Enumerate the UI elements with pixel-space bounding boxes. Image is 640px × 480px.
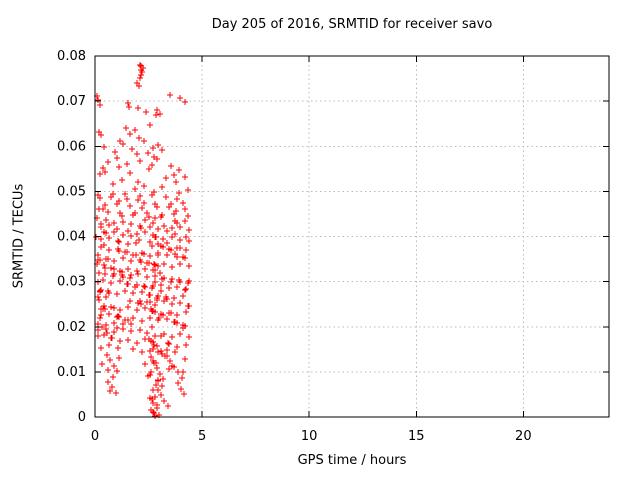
y-tick-label: 0.01: [57, 365, 86, 380]
y-tick-label: 0.08: [57, 49, 86, 64]
y-tick-label: 0.05: [57, 184, 86, 199]
y-tick-label: 0.03: [57, 275, 86, 290]
y-tick-label: 0.02: [57, 320, 86, 335]
x-tick-label: 10: [301, 429, 318, 444]
x-tick-label: 0: [91, 429, 99, 444]
y-tick-label: 0.07: [57, 94, 86, 109]
x-tick-label: 15: [408, 429, 425, 444]
y-tick-label: 0: [78, 410, 86, 425]
x-tick-label: 20: [515, 429, 532, 444]
y-tick-label: 0.04: [57, 230, 86, 245]
x-tick-label: 5: [198, 429, 206, 444]
y-tick-label: 0.06: [57, 139, 86, 154]
chart-title: Day 205 of 2016, SRMTID for receiver sav…: [211, 17, 493, 32]
x-axis-label: GPS time / hours: [297, 453, 407, 468]
scatter-points: [93, 62, 192, 419]
